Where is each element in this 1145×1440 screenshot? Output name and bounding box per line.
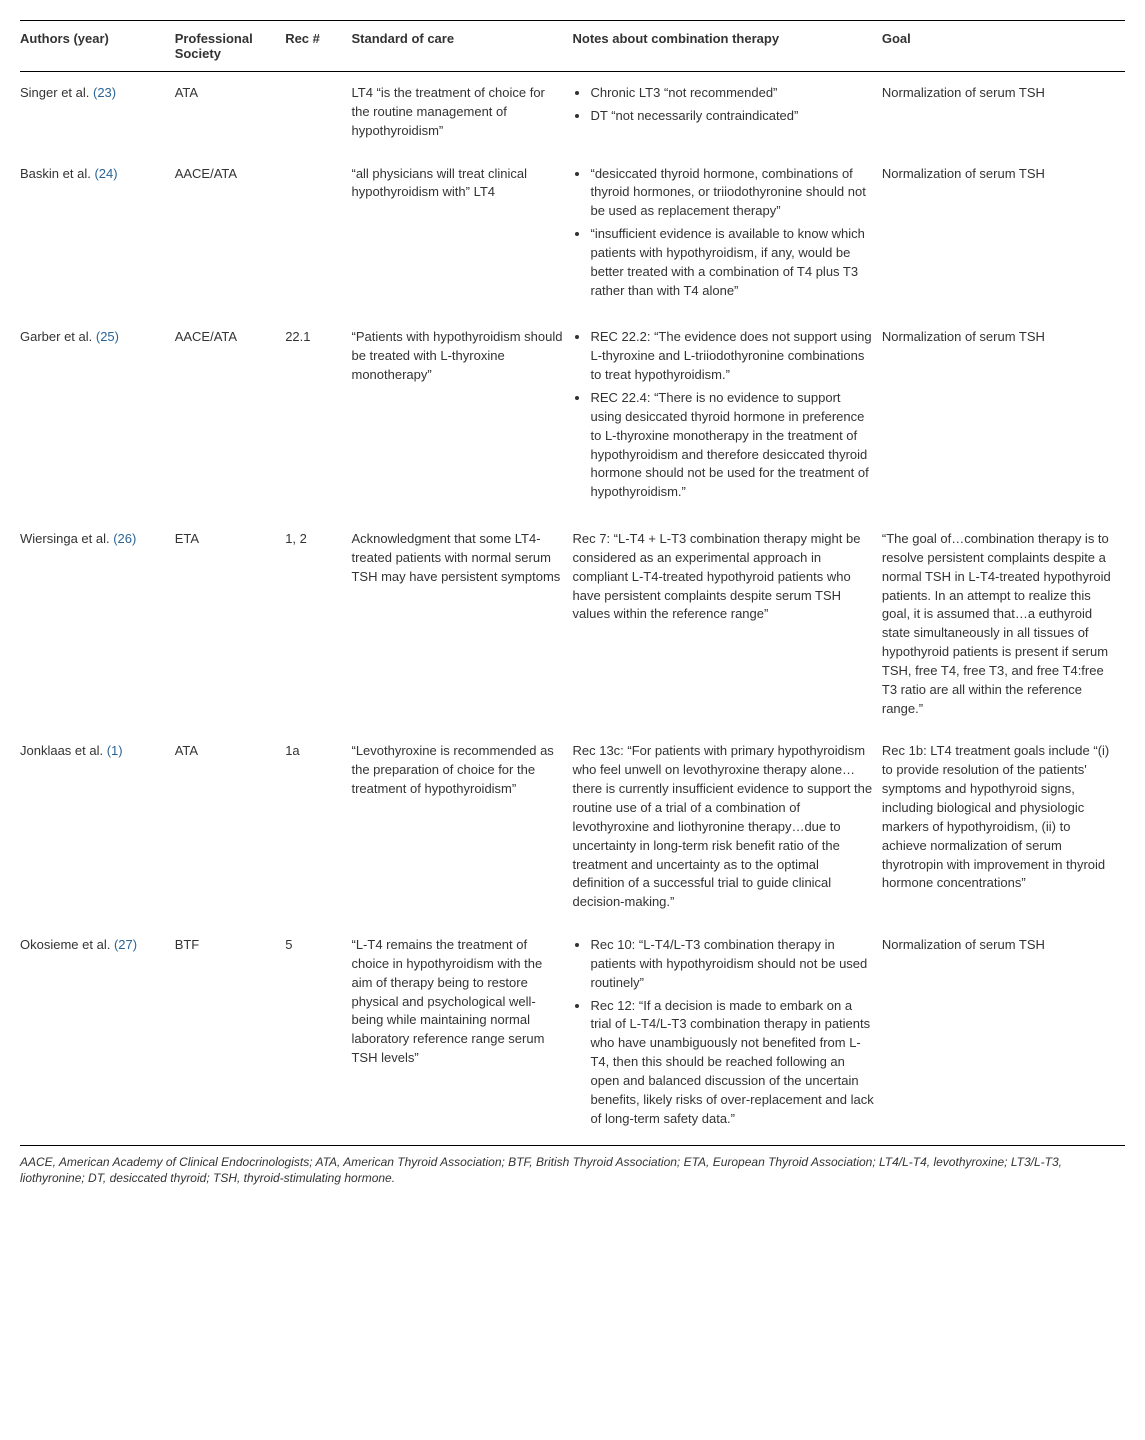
notes-cell: Rec 10: “L-T4/L-T3 combination therapy i… bbox=[572, 924, 881, 1145]
author-name: Singer et al. bbox=[20, 85, 93, 100]
standard-cell: Acknowledgment that some LT4-treated pat… bbox=[351, 518, 572, 730]
notes-item: Rec 12: “If a decision is made to embark… bbox=[590, 997, 873, 1129]
notes-item: Rec 10: “L-T4/L-T3 combination therapy i… bbox=[590, 936, 873, 993]
rec-cell bbox=[285, 72, 351, 153]
notes-cell: REC 22.2: “The evidence does not support… bbox=[572, 316, 881, 518]
standard-cell: “Patients with hypothyroidism should be … bbox=[351, 316, 572, 518]
authors-cell: Singer et al. (23) bbox=[20, 72, 175, 153]
notes-item: REC 22.2: “The evidence does not support… bbox=[590, 328, 873, 385]
notes-item: DT “not necessarily contraindicated” bbox=[590, 107, 873, 126]
authors-cell: Wiersinga et al. (26) bbox=[20, 518, 175, 730]
rec-cell: 22.1 bbox=[285, 316, 351, 518]
reference-link[interactable]: (25) bbox=[96, 329, 119, 344]
author-name: Okosieme et al. bbox=[20, 937, 114, 952]
standard-cell: LT4 “is the treatment of choice for the … bbox=[351, 72, 572, 153]
notes-cell: Chronic LT3 “not recommended” DT “not nec… bbox=[572, 72, 881, 153]
goal-cell: Normalization of serum TSH bbox=[882, 924, 1125, 1145]
table-row: Jonklaas et al. (1)ATA1a“Levothyroxine i… bbox=[20, 730, 1125, 924]
goal-cell: Rec 1b: LT4 treatment goals include “(i)… bbox=[882, 730, 1125, 924]
goal-cell: Normalization of serum TSH bbox=[882, 316, 1125, 518]
standard-cell: “L-T4 remains the treatment of choice in… bbox=[351, 924, 572, 1145]
table-row: Okosieme et al. (27)BTF5“L-T4 remains th… bbox=[20, 924, 1125, 1145]
authors-cell: Baskin et al. (24) bbox=[20, 153, 175, 317]
society-cell: ATA bbox=[175, 72, 286, 153]
rec-cell: 1, 2 bbox=[285, 518, 351, 730]
col-notes: Notes about combination therapy bbox=[572, 21, 881, 72]
table-row: Baskin et al. (24)AACE/ATA“all physician… bbox=[20, 153, 1125, 317]
notes-list: “desiccated thyroid hormone, combination… bbox=[572, 165, 873, 301]
society-cell: ATA bbox=[175, 730, 286, 924]
authors-cell: Garber et al. (25) bbox=[20, 316, 175, 518]
col-society: Professional Society bbox=[175, 21, 286, 72]
notes-list: Rec 10: “L-T4/L-T3 combination therapy i… bbox=[572, 936, 873, 1128]
notes-cell: Rec 13c: “For patients with primary hypo… bbox=[572, 730, 881, 924]
footnote: AACE, American Academy of Clinical Endoc… bbox=[20, 1146, 1125, 1188]
author-name: Jonklaas et al. bbox=[20, 743, 107, 758]
table-row: Singer et al. (23)ATALT4 “is the treatme… bbox=[20, 72, 1125, 153]
reference-link[interactable]: (24) bbox=[94, 166, 117, 181]
notes-cell: “desiccated thyroid hormone, combination… bbox=[572, 153, 881, 317]
notes-item: “desiccated thyroid hormone, combination… bbox=[590, 165, 873, 222]
reference-link[interactable]: (27) bbox=[114, 937, 137, 952]
authors-cell: Jonklaas et al. (1) bbox=[20, 730, 175, 924]
author-name: Baskin et al. bbox=[20, 166, 94, 181]
guidelines-table: Authors (year) Professional Society Rec … bbox=[20, 20, 1125, 1146]
standard-cell: “Levothyroxine is recommended as the pre… bbox=[351, 730, 572, 924]
table-row: Wiersinga et al. (26)ETA1, 2Acknowledgme… bbox=[20, 518, 1125, 730]
author-name: Garber et al. bbox=[20, 329, 96, 344]
reference-link[interactable]: (1) bbox=[107, 743, 123, 758]
col-standard: Standard of care bbox=[351, 21, 572, 72]
col-goal: Goal bbox=[882, 21, 1125, 72]
notes-list: Chronic LT3 “not recommended” DT “not nec… bbox=[572, 84, 873, 126]
rec-cell: 1a bbox=[285, 730, 351, 924]
standard-cell: “all physicians will treat clinical hypo… bbox=[351, 153, 572, 317]
header-row: Authors (year) Professional Society Rec … bbox=[20, 21, 1125, 72]
col-authors: Authors (year) bbox=[20, 21, 175, 72]
authors-cell: Okosieme et al. (27) bbox=[20, 924, 175, 1145]
reference-link[interactable]: (23) bbox=[93, 85, 116, 100]
goal-cell: Normalization of serum TSH bbox=[882, 72, 1125, 153]
author-name: Wiersinga et al. bbox=[20, 531, 113, 546]
reference-link[interactable]: (26) bbox=[113, 531, 136, 546]
rec-cell bbox=[285, 153, 351, 317]
society-cell: ETA bbox=[175, 518, 286, 730]
col-rec: Rec # bbox=[285, 21, 351, 72]
notes-cell: Rec 7: “L-T4 + L-T3 combination therapy … bbox=[572, 518, 881, 730]
rec-cell: 5 bbox=[285, 924, 351, 1145]
society-cell: AACE/ATA bbox=[175, 316, 286, 518]
notes-item: Chronic LT3 “not recommended” bbox=[590, 84, 873, 103]
goal-cell: Normalization of serum TSH bbox=[882, 153, 1125, 317]
goal-cell: “The goal of…combination therapy is to r… bbox=[882, 518, 1125, 730]
notes-item: REC 22.4: “There is no evidence to suppo… bbox=[590, 389, 873, 502]
table-row: Garber et al. (25)AACE/ATA22.1“Patients … bbox=[20, 316, 1125, 518]
society-cell: AACE/ATA bbox=[175, 153, 286, 317]
notes-list: REC 22.2: “The evidence does not support… bbox=[572, 328, 873, 502]
notes-item: “insufficient evidence is available to k… bbox=[590, 225, 873, 300]
society-cell: BTF bbox=[175, 924, 286, 1145]
